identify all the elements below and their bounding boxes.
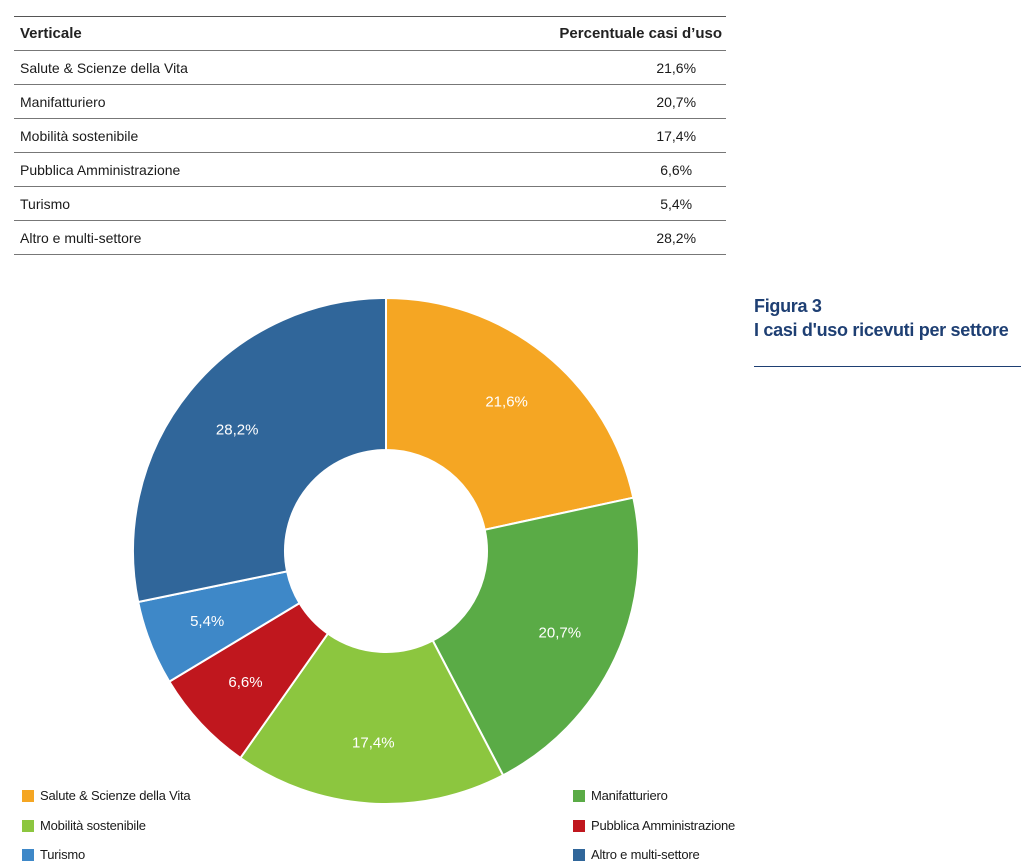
row-label: Salute & Scienze della Vita <box>14 50 213 85</box>
legend-label: Mobilità sostenibile <box>40 818 146 833</box>
legend-item-pubblica: Pubblica Amministrazione <box>573 818 735 833</box>
legend-swatch <box>22 789 34 802</box>
row-value: 17,4% <box>212 118 726 153</box>
legend-item-turismo: Turismo <box>22 847 85 862</box>
legend-label: Salute & Scienze della Vita <box>40 788 191 803</box>
row-label: Altro e multi-settore <box>14 220 213 255</box>
column-header-percentuale: Percentuale casi d’uso <box>212 16 726 51</box>
legend-swatch <box>573 789 585 802</box>
figure-title: I casi d'uso ricevuti per settore <box>754 320 1009 340</box>
table-row: Salute & Scienze della Vita 21,6% <box>14 50 726 85</box>
table-header-row: Verticale Percentuale casi d’uso <box>14 16 726 51</box>
legend-label: Pubblica Amministrazione <box>591 818 736 833</box>
legend-swatch <box>573 819 585 832</box>
data-label-2: 17,4% <box>352 735 395 752</box>
row-value: 5,4% <box>212 186 726 221</box>
legend-label: Altro e multi-settore <box>591 847 700 862</box>
legend-swatch <box>22 848 34 861</box>
legend-item-manifatturiero: Manifatturiero <box>573 788 668 803</box>
table-row: Pubblica Amministrazione 6,6% <box>14 152 726 187</box>
donut-slice-0 <box>385 296 635 531</box>
row-value: 20,7% <box>212 84 726 119</box>
legend-item-mobilita: Mobilità sostenibile <box>22 818 146 833</box>
data-label-1: 20,7% <box>539 625 582 642</box>
figure-caption: Figura 3 I casi d'uso ricevuti per setto… <box>754 294 1021 342</box>
donut-chart: 21,6% 20,7% 17,4% 6,6% 5,4% 28,2% <box>132 296 640 805</box>
legend-label: Manifatturiero <box>591 788 668 803</box>
row-value: 28,2% <box>212 220 726 255</box>
table-row: Turismo 5,4% <box>14 186 726 221</box>
row-label: Mobilità sostenibile <box>14 118 213 153</box>
table-row: Mobilità sostenibile 17,4% <box>14 118 726 153</box>
data-label-5: 28,2% <box>216 422 259 439</box>
data-label-0: 21,6% <box>485 394 528 411</box>
data-label-3: 6,6% <box>228 674 262 691</box>
legend-swatch <box>22 819 34 832</box>
legend-swatch <box>573 848 585 861</box>
caption-divider <box>754 366 1021 367</box>
legend-label: Turismo <box>40 847 86 862</box>
row-label: Manifatturiero <box>14 84 213 119</box>
figure-number: Figura 3 <box>754 296 822 316</box>
donut-slice-1 <box>431 496 640 777</box>
legend-item-salute: Salute & Scienze della Vita <box>22 788 191 803</box>
table-row: Manifatturiero 20,7% <box>14 84 726 119</box>
table-row: Altro e multi-settore 28,2% <box>14 220 726 255</box>
row-label: Pubblica Amministrazione <box>14 152 213 187</box>
donut-slice-2 <box>239 632 505 805</box>
donut-slice-5 <box>132 296 387 604</box>
legend-item-altro: Altro e multi-settore <box>573 847 700 862</box>
row-value: 21,6% <box>212 50 726 85</box>
row-label: Turismo <box>14 186 213 221</box>
data-table: Verticale Percentuale casi d’uso Salute … <box>14 16 726 255</box>
row-value: 6,6% <box>212 152 726 187</box>
column-header-verticale: Verticale <box>14 16 213 51</box>
data-label-4: 5,4% <box>190 613 224 630</box>
